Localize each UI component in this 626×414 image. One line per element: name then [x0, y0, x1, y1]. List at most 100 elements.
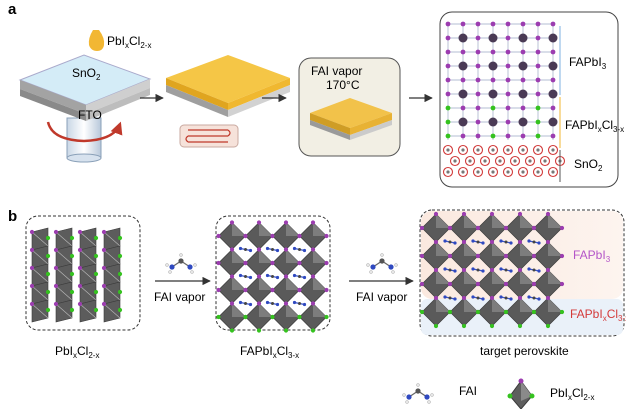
equatorial-atom — [419, 253, 425, 259]
tin-atom — [461, 170, 465, 174]
iodine-atom — [53, 247, 59, 253]
fto-label: FTO — [78, 108, 102, 122]
carbon-atom — [476, 268, 480, 272]
nitrogen-atom — [499, 267, 503, 271]
equatorial-atom — [270, 260, 275, 266]
octahedron-edge — [55, 231, 73, 247]
equatorial-atom — [216, 260, 221, 266]
halide-atom — [505, 63, 511, 69]
oxide-atom — [472, 144, 484, 156]
equatorial-atom — [324, 233, 329, 239]
apex-atom — [461, 323, 467, 329]
halide-atom — [475, 119, 481, 125]
apex-atom — [545, 267, 551, 273]
apex-atom — [229, 301, 235, 306]
halide-atom — [445, 35, 451, 41]
equatorial-atom — [243, 287, 248, 293]
hydrogen-atom — [366, 263, 370, 267]
oxide-atom — [547, 144, 559, 156]
oxide-atom — [502, 144, 514, 156]
octahedron-highlight — [464, 214, 478, 228]
chlorine-atom — [117, 235, 123, 241]
equatorial-atom — [559, 225, 565, 231]
fai-molecule-icon — [165, 253, 197, 274]
lead-atom — [548, 61, 558, 71]
apex-atom — [517, 323, 523, 329]
nitrogen-atom — [187, 264, 193, 270]
hydrogen-atom — [394, 263, 398, 267]
equatorial-atom — [559, 281, 565, 287]
iodine-atom — [53, 283, 59, 289]
chlorine-atom — [117, 271, 123, 277]
iodine-atom — [53, 265, 59, 271]
tin-atom — [521, 170, 525, 174]
crystal-structure-box — [439, 11, 619, 188]
lead-atom — [548, 89, 558, 99]
lead-atom — [458, 33, 468, 43]
halide-atom — [490, 21, 496, 27]
apex-atom — [461, 239, 467, 245]
oxide-atom — [547, 166, 559, 178]
octahedron-highlight — [520, 298, 534, 312]
equatorial-atom — [419, 281, 425, 287]
equatorial-atom — [270, 233, 275, 239]
halide-atom — [520, 77, 526, 83]
tin-atom — [521, 148, 525, 152]
apex-atom — [283, 247, 289, 252]
equatorial-atom — [559, 309, 565, 315]
octahedron-edge — [31, 303, 49, 319]
hydrogen-atom — [165, 263, 169, 267]
hotplate-icon — [179, 124, 239, 148]
nitrogen-atom — [265, 273, 270, 278]
octahedron-highlight — [232, 249, 246, 263]
nitrogen-atom — [292, 300, 297, 305]
nitrogen-atom — [424, 394, 430, 400]
caption-intermediate: FAPbIxCl3-x — [240, 344, 299, 360]
octahedron-highlight — [492, 242, 506, 256]
nitrogen-atom — [248, 302, 253, 307]
halide-atom — [505, 35, 511, 41]
equatorial-atom — [531, 253, 537, 259]
halide-atom — [535, 105, 541, 111]
nitrogen-atom — [537, 269, 541, 273]
tin-atom — [528, 159, 532, 163]
nitrogen-atom — [169, 264, 175, 270]
halide-atom — [535, 49, 541, 55]
nitrogen-atom — [471, 295, 475, 299]
carbon-atom — [178, 258, 184, 264]
equatorial-atom — [475, 309, 481, 315]
iodine-atom — [29, 283, 35, 289]
equatorial-atom — [297, 287, 302, 293]
tin-atom — [506, 148, 510, 152]
halide-atom — [445, 133, 451, 139]
halide-atom — [550, 49, 556, 55]
iodine-atom — [101, 283, 107, 289]
substrate-with-film — [166, 55, 290, 117]
apex-atom — [517, 267, 523, 273]
octahedron-edge — [31, 285, 49, 301]
oxide-atom — [502, 166, 514, 178]
octahedron-highlight — [464, 242, 478, 256]
chlorine-atom — [69, 289, 75, 295]
halide-atom — [490, 77, 496, 83]
halide-atom — [505, 21, 511, 27]
halide-atom — [460, 133, 466, 139]
lead-atom — [518, 61, 528, 71]
lead-atom — [488, 61, 498, 71]
chlorine-atom — [45, 307, 51, 313]
carbon-atom — [476, 240, 480, 244]
apex-atom — [433, 211, 439, 217]
octahedron-highlight — [259, 276, 273, 290]
nitrogen-atom — [453, 297, 457, 301]
equatorial-atom — [243, 260, 248, 266]
halide-atom — [490, 133, 496, 139]
octahedron-highlight — [313, 249, 327, 263]
octahedron-highlight — [232, 222, 246, 236]
halide-atom — [520, 105, 526, 111]
nitrogen-atom — [302, 302, 307, 307]
halide-atom — [460, 49, 466, 55]
apex-atom — [489, 295, 495, 301]
oxide-atom — [532, 144, 544, 156]
equatorial-atom — [531, 281, 537, 287]
iodine-atom — [101, 265, 107, 271]
